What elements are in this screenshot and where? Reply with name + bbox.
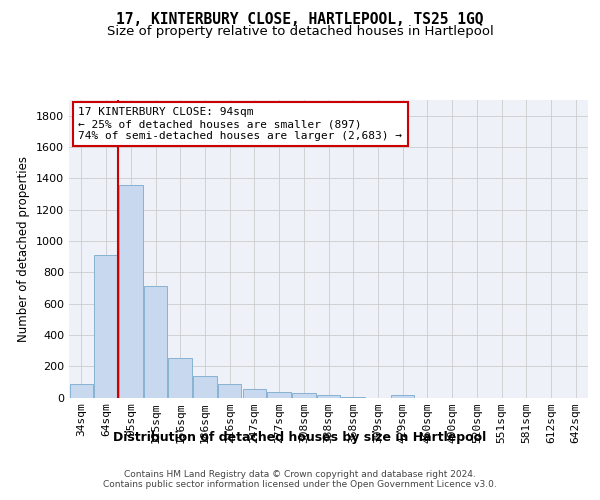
Bar bbox=[70, 384, 93, 398]
Text: Distribution of detached houses by size in Hartlepool: Distribution of detached houses by size … bbox=[113, 431, 487, 444]
Bar bbox=[94, 255, 118, 398]
Bar bbox=[292, 393, 316, 398]
Bar bbox=[341, 396, 365, 398]
Bar bbox=[144, 286, 167, 398]
Bar bbox=[169, 358, 192, 398]
Bar bbox=[317, 395, 340, 398]
Text: 17 KINTERBURY CLOSE: 94sqm
← 25% of detached houses are smaller (897)
74% of sem: 17 KINTERBURY CLOSE: 94sqm ← 25% of deta… bbox=[79, 108, 403, 140]
Bar bbox=[268, 392, 291, 398]
Bar bbox=[193, 376, 217, 398]
Bar bbox=[391, 395, 415, 398]
Text: Contains HM Land Registry data © Crown copyright and database right 2024.
Contai: Contains HM Land Registry data © Crown c… bbox=[103, 470, 497, 490]
Y-axis label: Number of detached properties: Number of detached properties bbox=[17, 156, 31, 342]
Text: 17, KINTERBURY CLOSE, HARTLEPOOL, TS25 1GQ: 17, KINTERBURY CLOSE, HARTLEPOOL, TS25 1… bbox=[116, 12, 484, 28]
Text: Size of property relative to detached houses in Hartlepool: Size of property relative to detached ho… bbox=[107, 25, 493, 38]
Bar bbox=[242, 389, 266, 398]
Bar bbox=[218, 384, 241, 398]
Bar bbox=[119, 186, 143, 398]
